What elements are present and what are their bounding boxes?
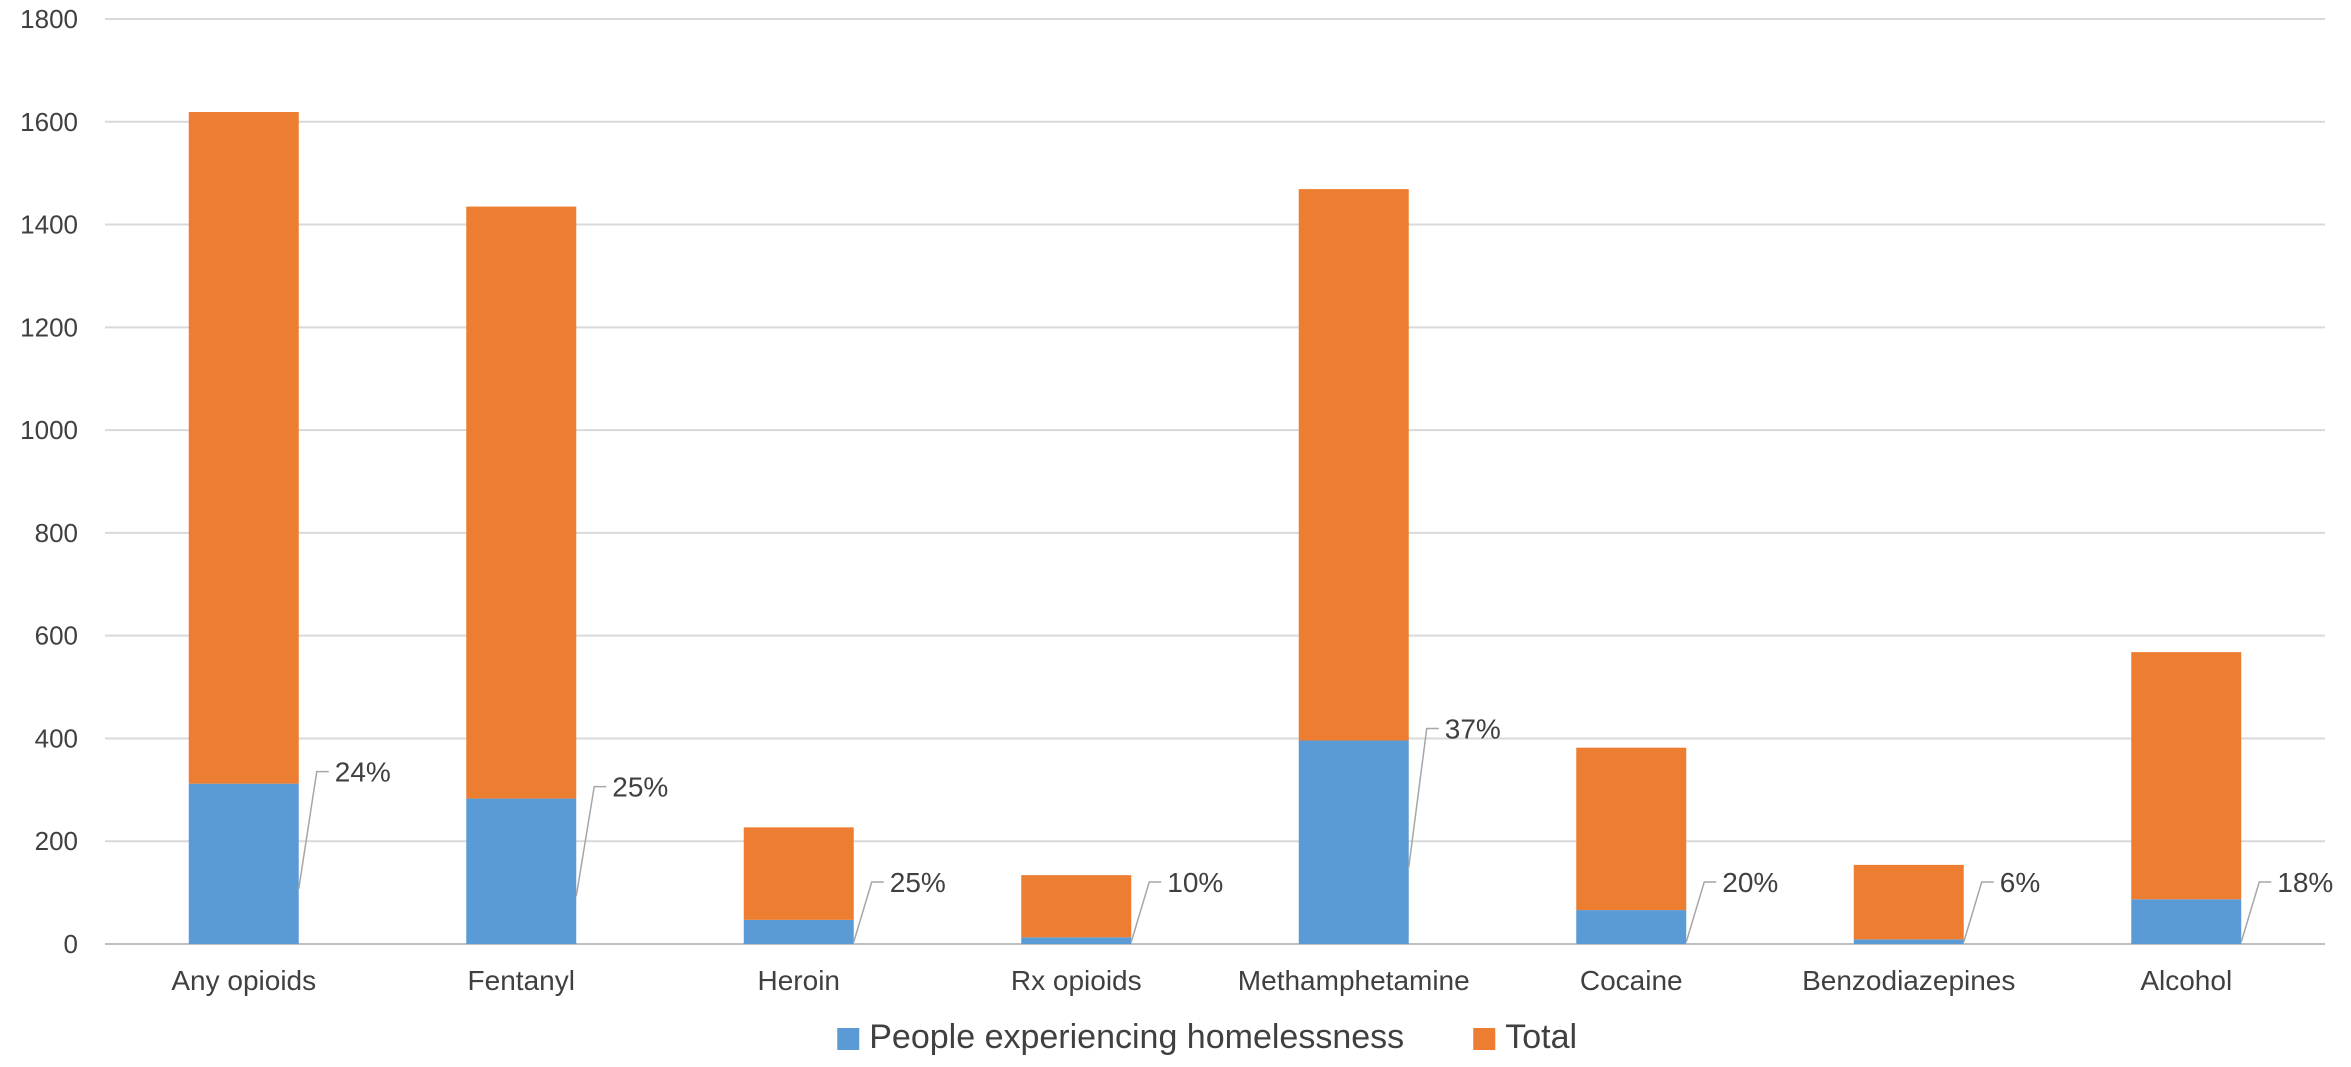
data-label: 18%	[2277, 867, 2333, 898]
bar-homelessness	[1021, 937, 1132, 944]
bar-homelessness	[188, 783, 299, 944]
bar-homelessness	[466, 798, 577, 944]
bar-total	[2131, 652, 2242, 900]
data-label-leader-line	[298, 770, 329, 889]
data-label-leader-line	[2240, 881, 2272, 943]
y-axis-ticks: 0 200 400 600 800 1000 1200 1400 1600 1800	[20, 4, 78, 959]
legend-label: People experiencing homelessness	[869, 1018, 1404, 1056]
data-label: 6%	[2000, 867, 2040, 898]
bar-total	[1576, 747, 1687, 911]
data-label-leader-line	[1408, 727, 1439, 868]
bar-total	[1298, 189, 1409, 741]
bar-total	[1853, 864, 1964, 940]
legend: People experiencing homelessness Total	[837, 1018, 1577, 1056]
x-axis-ticks: Any opioids Fentanyl Heroin Rx opioids Metha…	[171, 965, 2232, 996]
bar-homelessness	[1853, 939, 1964, 944]
data-label: 37%	[1445, 714, 1501, 745]
x-tick-label: Cocaine	[1580, 965, 1683, 996]
data-label: 20%	[1722, 867, 1778, 898]
bar-homelessness	[1576, 910, 1687, 944]
y-tick-label: 0	[64, 929, 78, 959]
y-tick-label: 400	[35, 723, 78, 753]
bar-homelessness	[2131, 899, 2242, 944]
y-tick-label: 600	[35, 621, 78, 651]
x-tick-label: Rx opioids	[1011, 965, 1142, 996]
data-labels: 24% 25% 25% 10% 37% 20% 6% 18%	[298, 714, 2333, 943]
legend-swatch	[1473, 1028, 1496, 1050]
data-label-leader-line	[1685, 881, 1717, 943]
x-tick-label: Alcohol	[2140, 965, 2232, 996]
bar-homelessness	[743, 919, 854, 944]
y-tick-label: 1000	[20, 415, 78, 445]
data-label-leader-line	[575, 785, 607, 897]
bar-total	[466, 206, 577, 799]
bar-total	[188, 112, 299, 784]
data-label-leader-line	[853, 881, 884, 943]
data-label-leader-line	[1963, 881, 1994, 943]
y-tick-label: 1600	[20, 107, 78, 137]
bar-total	[743, 827, 854, 920]
gridlines	[105, 18, 2325, 945]
bar-homelessness	[1298, 740, 1409, 944]
y-tick-label: 1400	[20, 210, 78, 240]
bars	[188, 112, 2242, 944]
data-label: 10%	[1167, 867, 1223, 898]
legend-swatch	[837, 1028, 860, 1050]
data-label: 24%	[335, 757, 391, 788]
x-tick-label: Any opioids	[171, 965, 316, 996]
y-tick-label: 200	[35, 826, 78, 856]
data-label: 25%	[890, 867, 946, 898]
data-label-leader-line	[1130, 881, 1162, 943]
x-tick-label: Benzodiazepines	[1802, 965, 2015, 996]
bar-total	[1021, 875, 1132, 938]
x-tick-label: Methamphetamine	[1238, 965, 1470, 996]
y-tick-label: 1200	[20, 312, 78, 342]
data-label: 25%	[612, 772, 668, 803]
legend-label: Total	[1505, 1018, 1577, 1056]
x-tick-label: Fentanyl	[468, 965, 575, 996]
y-tick-label: 800	[35, 518, 78, 548]
x-tick-label: Heroin	[758, 965, 840, 996]
y-tick-label: 1800	[20, 4, 78, 34]
